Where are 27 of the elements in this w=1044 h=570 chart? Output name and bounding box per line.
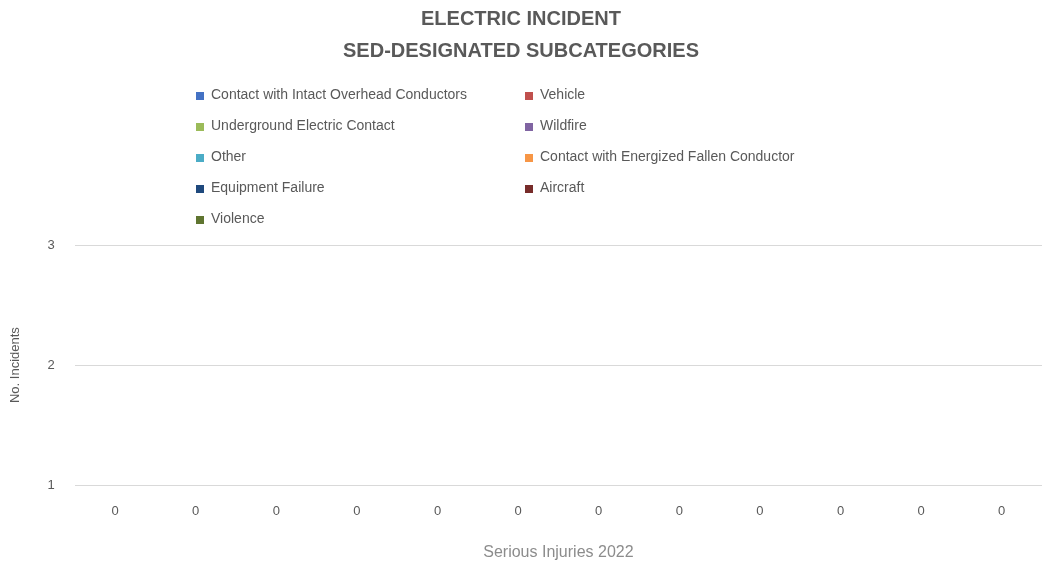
legend-label: Violence [211,209,265,226]
x-tick-label: 0 [756,502,764,518]
y-tick-label: 1 [47,476,55,492]
chart-title: ELECTRIC INCIDENT SED-DESIGNATED SUBCATEGORIES [343,6,699,61]
x-tick-label: 0 [111,502,119,518]
y-axis-title: No. Incidents [7,326,23,404]
x-tick-label: 0 [192,502,200,518]
y-tick-label: 2 [47,356,55,372]
y-tick-label: 3 [47,236,55,252]
legend-label: Wildfire [540,116,587,133]
x-tick-label: 0 [998,502,1006,518]
x-tick-label: 0 [836,502,845,518]
x-tick-label: 0 [917,502,925,518]
legend-label: Contact with Intact Overhead Conductors [211,85,468,102]
legend-label: Other [211,147,247,164]
x-tick-label: 0 [514,502,522,518]
legend-label: Aircraft [540,178,585,195]
x-axis-title: Serious Injuries 2022 [483,542,634,560]
legend-label: Contact with Energized Fallen Conductor [540,147,795,164]
legend-label: Equipment Failure [211,178,325,195]
x-tick-label: 0 [675,502,683,518]
x-tick-label: 0 [595,502,603,518]
legend-label: Vehicle [540,85,586,102]
x-tick-label: 0 [433,502,442,518]
x-tick-label: 0 [272,502,280,518]
legend-label: Underground Electric Contact [211,116,395,133]
x-tick-label: 0 [353,502,361,518]
